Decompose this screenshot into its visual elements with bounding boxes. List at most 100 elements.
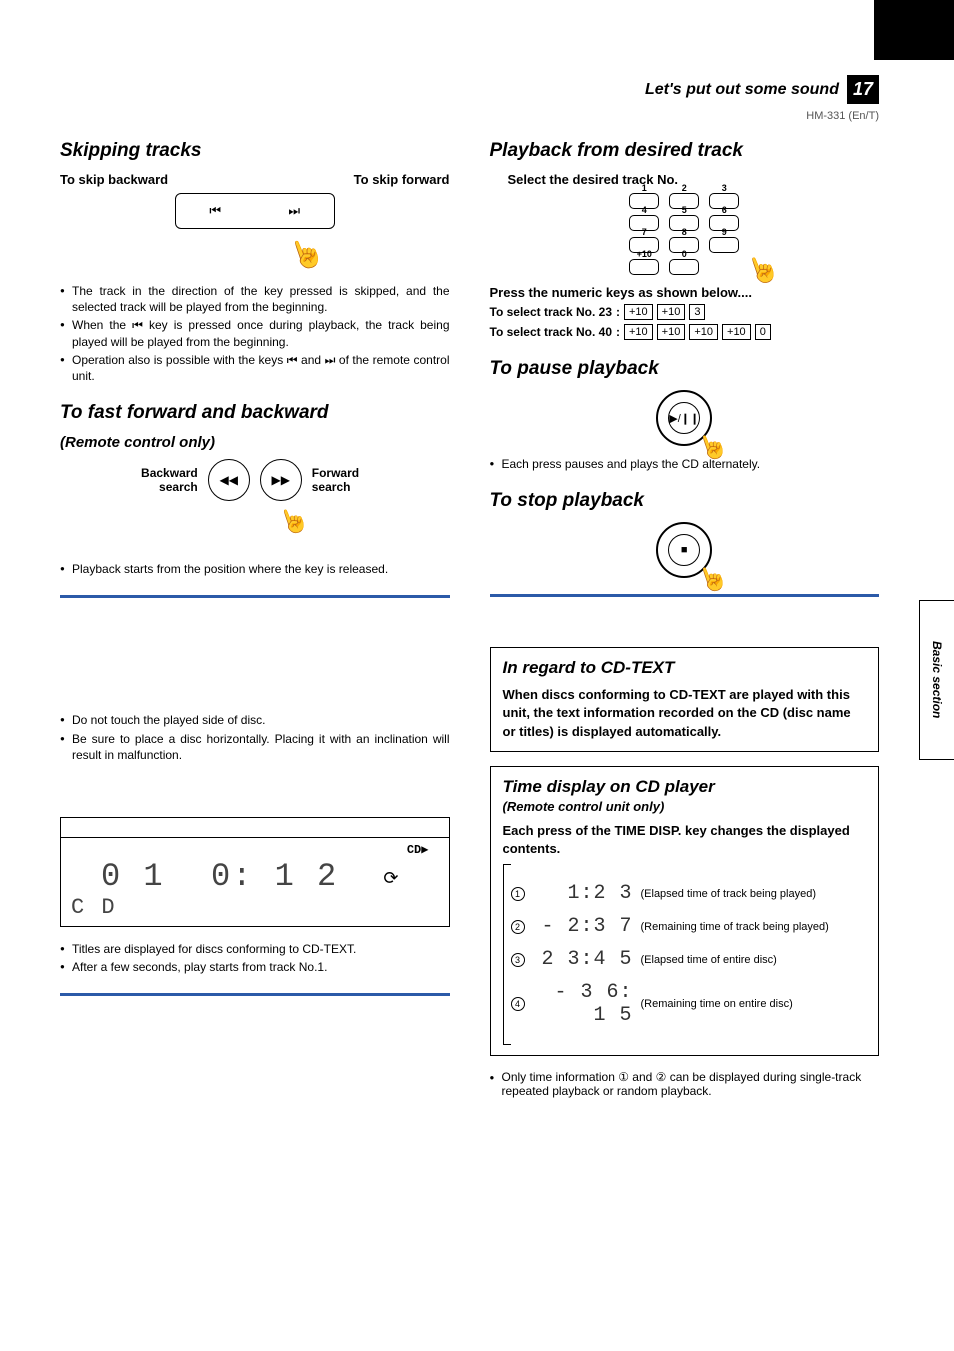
- disc-notes: Do not touch the played side of disc. Be…: [60, 712, 450, 763]
- skip-fwd-label: To skip forward: [354, 172, 450, 187]
- back-search-label: Backward search: [118, 466, 198, 494]
- left-column: Skipping tracks To skip backward To skip…: [60, 140, 450, 1311]
- skip-figure: ⏮ ⏭ ☝: [60, 193, 450, 229]
- keypad-figure: 1 2 3 4 5 6 7 8 9 +10 0 ☝: [490, 193, 880, 275]
- heading-pause: To pause playback: [490, 358, 880, 380]
- seg-time: 1:2 3: [533, 882, 633, 905]
- time-row: 3 2 3:4 5 (Elapsed time of entire disc): [511, 948, 867, 971]
- lcd-track: 0 1: [101, 858, 165, 895]
- ff-notes: Playback starts from the position where …: [60, 561, 450, 577]
- circled-4: 4: [511, 997, 525, 1011]
- cdtext-title: In regard to CD-TEXT: [503, 658, 867, 678]
- timedisp-box: Time display on CD player (Remote contro…: [490, 766, 880, 1056]
- repeat-icon: ⟳: [383, 868, 398, 890]
- skip-notes: The track in the direction of the key pr…: [60, 283, 450, 384]
- heading-ff: To fast forward and backward: [60, 402, 450, 424]
- next-icon: ⏭: [288, 203, 300, 219]
- stop-knob: ■ ☝: [656, 522, 712, 578]
- keybox: +10: [657, 304, 686, 320]
- time-row: 1 1:2 3 (Elapsed time of track being pla…: [511, 882, 867, 905]
- time-desc: (Elapsed time of entire disc): [641, 954, 867, 966]
- remote-bar: ⏮ ⏭ ☝: [175, 193, 335, 229]
- divider: [490, 594, 880, 597]
- side-tab-label: Basic section: [930, 641, 944, 718]
- stop-figure: ■ ☝: [490, 522, 880, 578]
- time-list: 1 1:2 3 (Elapsed time of track being pla…: [511, 872, 867, 1037]
- page-body: Skipping tracks To skip backward To skip…: [60, 140, 879, 1311]
- keybox: 3: [689, 304, 705, 320]
- note: Operation also is possible with the keys…: [60, 352, 450, 384]
- circled-2: 2: [511, 920, 525, 934]
- circled-1: 1: [511, 887, 525, 901]
- note: After a few seconds, play starts from tr…: [60, 959, 450, 975]
- right-column: Playback from desired track Select the d…: [490, 140, 880, 1311]
- keybox: +10: [657, 324, 686, 340]
- divider: [60, 595, 450, 598]
- ex-label: To select track No. 23: [490, 305, 613, 319]
- time-desc: (Remaining time on entire disc): [641, 998, 867, 1010]
- ffwd-button-icon: ▶▶ ☝: [260, 459, 302, 501]
- timedisp-lead: Each press of the TIME DISP. key changes…: [503, 822, 867, 858]
- keybox: +10: [624, 304, 653, 320]
- fwd-search-label: Forward search: [312, 466, 392, 494]
- press-label: Press the numeric keys as shown below...…: [490, 285, 880, 300]
- keybox: +10: [624, 324, 653, 340]
- page-number: 17: [847, 75, 879, 104]
- skip-labels: To skip backward To skip forward: [60, 172, 450, 187]
- cd-play-icon: CD▶: [407, 842, 429, 857]
- example-40: To select track No. 40 : +10 +10 +10 +10…: [490, 324, 880, 340]
- hand-icon: ☝: [275, 503, 313, 540]
- section-title: Let's put out some sound: [645, 81, 839, 99]
- timedisp-subtitle: (Remote control unit only): [503, 799, 867, 814]
- time-desc: (Elapsed time of track being played): [641, 888, 867, 900]
- pause-figure: ▶/❙❙ ☝: [490, 390, 880, 446]
- model-code: HM-331 (En/T): [806, 110, 879, 122]
- lcd-cd-label: C D: [71, 895, 117, 920]
- colon: :: [616, 305, 620, 319]
- time-row: 4 - 3 6: 1 5 (Remaining time on entire d…: [511, 981, 867, 1027]
- cdtext-box: In regard to CD-TEXT When discs conformi…: [490, 647, 880, 752]
- heading-stop: To stop playback: [490, 490, 880, 512]
- lcd-topline: [61, 818, 449, 838]
- cdtext-body: When discs conforming to CD-TEXT are pla…: [503, 686, 867, 741]
- keypad: 1 2 3 4 5 6 7 8 9 +10 0 ☝: [629, 193, 739, 275]
- bottom-notes: Titles are displayed for discs conformin…: [60, 941, 450, 975]
- note: Be sure to place a disc horizontally. Pl…: [60, 731, 450, 763]
- search-figure: Backward search ◀◀ ▶▶ ☝ Forward search: [60, 459, 450, 501]
- circled-3: 3: [511, 953, 525, 967]
- timedisp-title: Time display on CD player: [503, 777, 867, 797]
- keybox: +10: [722, 324, 751, 340]
- lcd-time: 0: 1 2: [211, 858, 338, 895]
- skip-back-label: To skip backward: [60, 172, 168, 187]
- stop-icon: ■: [668, 534, 700, 566]
- subheading-ff: (Remote control only): [60, 434, 450, 451]
- header: Let's put out some sound 17: [645, 75, 879, 104]
- side-tab: Basic section: [919, 600, 954, 760]
- timedisp-footnote: Only time information ① and ② can be dis…: [490, 1070, 880, 1098]
- prev-icon: ⏮: [209, 203, 221, 219]
- play-pause-icon: ▶/❙❙: [668, 402, 700, 434]
- corner-tab: [874, 0, 954, 60]
- hand-icon: ☝: [743, 249, 784, 289]
- time-row: 2 - 2:3 7 (Remaining time of track being…: [511, 915, 867, 938]
- heading-skipping: Skipping tracks: [60, 140, 450, 162]
- ex-label: To select track No. 40: [490, 325, 613, 339]
- bracket: [503, 864, 511, 1045]
- rewind-button-icon: ◀◀: [208, 459, 250, 501]
- seg-time: - 2:3 7: [533, 915, 633, 938]
- note: Titles are displayed for discs conformin…: [60, 941, 450, 957]
- keybox: +10: [689, 324, 718, 340]
- divider: [60, 993, 450, 996]
- key-plus10: +10: [629, 259, 659, 275]
- key-0: 0: [669, 259, 699, 275]
- play-pause-knob: ▶/❙❙ ☝: [656, 390, 712, 446]
- example-23: To select track No. 23 : +10 +10 3: [490, 304, 880, 320]
- note: Do not touch the played side of disc.: [60, 712, 450, 728]
- keybox: 0: [755, 324, 771, 340]
- colon: :: [616, 325, 620, 339]
- time-list-container: 1 1:2 3 (Elapsed time of track being pla…: [503, 864, 867, 1045]
- heading-desired: Playback from desired track: [490, 140, 880, 162]
- key-9: 9: [709, 237, 739, 253]
- note: The track in the direction of the key pr…: [60, 283, 450, 315]
- seg-time: 2 3:4 5: [533, 948, 633, 971]
